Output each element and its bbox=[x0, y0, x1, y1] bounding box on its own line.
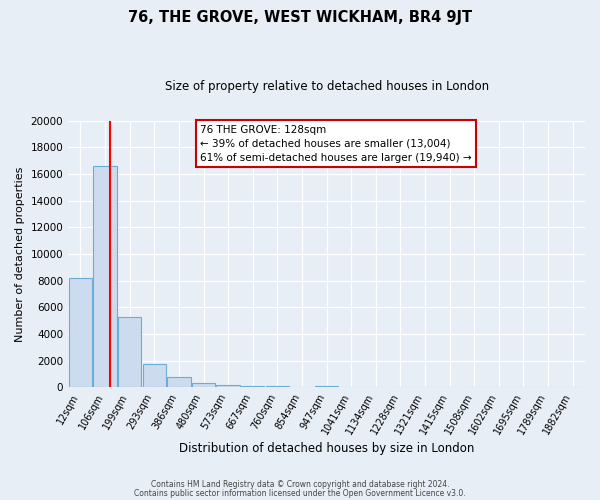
Text: 76 THE GROVE: 128sqm
← 39% of detached houses are smaller (13,004)
61% of semi-d: 76 THE GROVE: 128sqm ← 39% of detached h… bbox=[200, 124, 472, 162]
Text: Contains public sector information licensed under the Open Government Licence v3: Contains public sector information licen… bbox=[134, 489, 466, 498]
Bar bbox=[217, 385, 240, 387]
Bar bbox=[315, 386, 338, 387]
Bar bbox=[167, 377, 191, 387]
Bar bbox=[241, 386, 265, 387]
Bar bbox=[69, 278, 92, 387]
Bar bbox=[192, 383, 215, 387]
X-axis label: Distribution of detached houses by size in London: Distribution of detached houses by size … bbox=[179, 442, 474, 455]
Bar bbox=[118, 316, 142, 387]
Text: 76, THE GROVE, WEST WICKHAM, BR4 9JT: 76, THE GROVE, WEST WICKHAM, BR4 9JT bbox=[128, 10, 472, 25]
Text: Contains HM Land Registry data © Crown copyright and database right 2024.: Contains HM Land Registry data © Crown c… bbox=[151, 480, 449, 489]
Bar bbox=[143, 364, 166, 387]
Bar bbox=[94, 166, 117, 387]
Y-axis label: Number of detached properties: Number of detached properties bbox=[15, 166, 25, 342]
Bar bbox=[266, 386, 289, 387]
Title: Size of property relative to detached houses in London: Size of property relative to detached ho… bbox=[164, 80, 488, 93]
